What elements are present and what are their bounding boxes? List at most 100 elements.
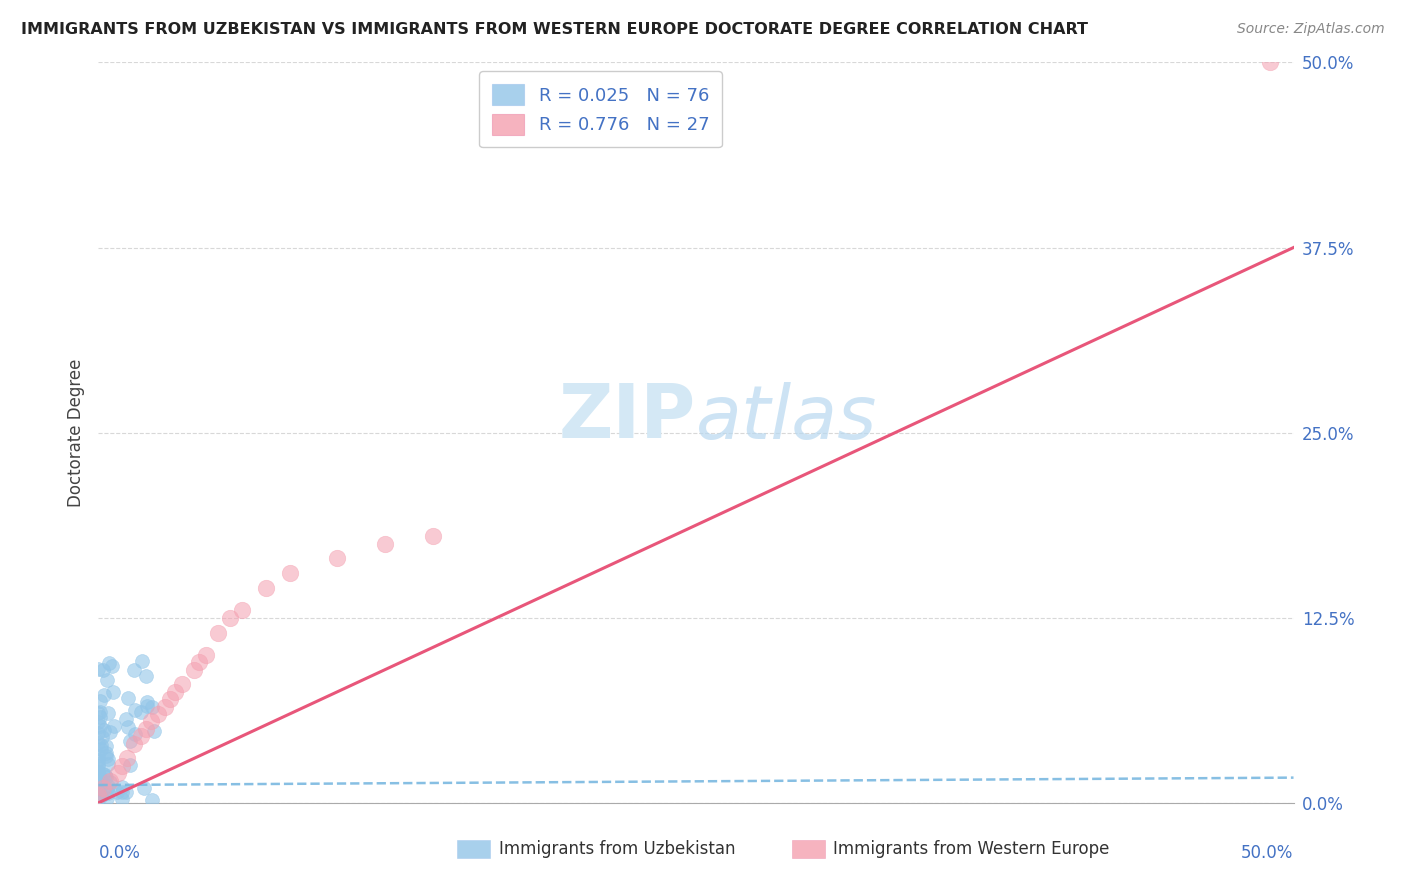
Point: [118, 758, 141, 772]
Point: [89, 771, 111, 785]
Point: [87, 758, 110, 772]
Point: [96, 783, 118, 797]
Point: [141, 700, 163, 714]
Point: [90, 789, 112, 804]
Point: [87, 749, 110, 764]
Point: [131, 654, 153, 668]
Point: [87, 771, 110, 785]
Bar: [792, 840, 825, 858]
Point: [94, 748, 117, 763]
Point: [120, 734, 142, 748]
Point: [91, 780, 114, 795]
Point: [195, 648, 218, 662]
Point: [98, 773, 122, 788]
Point: [97, 786, 120, 800]
Point: [115, 751, 138, 765]
Point: [231, 603, 253, 617]
Point: [97, 779, 120, 793]
Point: [139, 714, 162, 729]
Point: [87, 726, 110, 740]
Point: [89, 719, 111, 733]
Point: [98, 725, 121, 739]
Text: Immigrants from Western Europe: Immigrants from Western Europe: [834, 839, 1109, 858]
Point: [87, 778, 110, 792]
Point: [135, 722, 157, 736]
Point: [101, 685, 124, 699]
Point: [87, 764, 110, 779]
Point: [87, 780, 110, 794]
Point: [87, 736, 110, 750]
Point: [87, 786, 110, 800]
Point: [111, 758, 134, 772]
Point: [135, 695, 157, 709]
Bar: [457, 840, 491, 858]
Point: [87, 753, 110, 767]
Point: [87, 781, 110, 796]
Point: [96, 791, 118, 805]
Point: [134, 781, 156, 796]
Point: [89, 781, 111, 796]
Point: [87, 771, 110, 785]
Point: [148, 706, 170, 721]
Point: [117, 690, 139, 705]
Point: [100, 658, 122, 673]
Point: [159, 692, 181, 706]
Point: [107, 785, 129, 799]
Point: [94, 770, 117, 784]
Point: [278, 566, 301, 581]
Point: [219, 610, 242, 624]
Point: [187, 655, 209, 669]
Point: [94, 739, 117, 754]
Point: [87, 764, 110, 779]
Point: [141, 793, 163, 807]
Text: atlas: atlas: [696, 382, 877, 454]
Point: [172, 677, 194, 691]
Point: [89, 694, 111, 708]
Point: [1258, 55, 1281, 70]
Point: [124, 737, 146, 751]
Text: Source: ZipAtlas.com: Source: ZipAtlas.com: [1237, 22, 1385, 37]
Text: 50.0%: 50.0%: [1241, 844, 1294, 862]
Point: [326, 551, 349, 566]
Point: [96, 673, 118, 688]
Point: [122, 663, 145, 677]
Point: [124, 727, 146, 741]
Point: [91, 766, 114, 780]
Point: [115, 785, 138, 799]
Text: 0.0%: 0.0%: [98, 844, 141, 862]
Text: IMMIGRANTS FROM UZBEKISTAN VS IMMIGRANTS FROM WESTERN EUROPE DOCTORATE DEGREE CO: IMMIGRANTS FROM UZBEKISTAN VS IMMIGRANTS…: [21, 22, 1088, 37]
Point: [87, 788, 110, 802]
Point: [124, 703, 146, 717]
Y-axis label: Doctorate Degree: Doctorate Degree: [66, 359, 84, 507]
Point: [87, 756, 110, 771]
Point: [87, 662, 110, 676]
Point: [135, 669, 157, 683]
Point: [87, 790, 110, 805]
Point: [87, 770, 110, 784]
Point: [93, 723, 115, 738]
Point: [163, 685, 186, 699]
Point: [89, 709, 111, 723]
Point: [107, 766, 129, 780]
Point: [103, 719, 125, 733]
Point: [136, 699, 159, 714]
Point: [87, 714, 110, 729]
Point: [94, 767, 117, 781]
Text: ZIP: ZIP: [558, 381, 696, 454]
Point: [87, 778, 110, 792]
Point: [183, 663, 205, 677]
Point: [117, 720, 139, 734]
Point: [89, 705, 111, 719]
Point: [142, 723, 165, 738]
Point: [111, 791, 134, 805]
Text: Immigrants from Uzbekistan: Immigrants from Uzbekistan: [499, 839, 735, 858]
Point: [111, 785, 134, 799]
Point: [93, 688, 115, 702]
Point: [90, 738, 112, 752]
Point: [87, 706, 110, 721]
Point: [131, 729, 153, 743]
Point: [422, 529, 444, 543]
Point: [98, 657, 121, 671]
Point: [155, 699, 177, 714]
Point: [111, 780, 134, 794]
